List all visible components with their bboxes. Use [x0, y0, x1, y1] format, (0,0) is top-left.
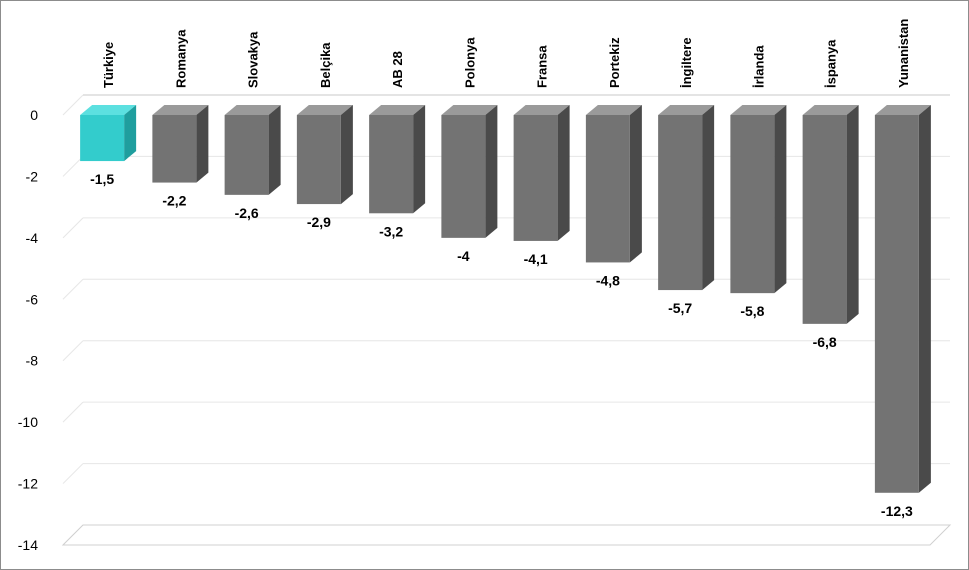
gridline-side	[62, 94, 84, 116]
data-label: -4,1	[524, 251, 548, 267]
gridline-side	[62, 217, 84, 239]
bar	[802, 115, 847, 324]
category-label: AB 28	[390, 51, 405, 88]
bar-top-face	[658, 105, 715, 115]
bar-side-face	[918, 105, 931, 493]
gridline-side	[62, 156, 84, 177]
y-tick-label: -10	[18, 414, 38, 430]
bar-top-face	[585, 105, 642, 115]
chart-floor	[61, 524, 952, 546]
bar-top-face	[369, 105, 426, 115]
data-label: -12,3	[881, 503, 913, 519]
bar	[224, 115, 269, 195]
gridline-side	[62, 278, 84, 300]
y-tick-label: -12	[18, 476, 38, 492]
bar-top-face	[80, 105, 137, 115]
bar	[441, 115, 486, 238]
y-tick-label: 0	[30, 107, 38, 123]
category-label: İrlanda	[751, 45, 766, 88]
category-label: İspanya	[824, 39, 839, 88]
gridline-side	[62, 340, 84, 362]
bar-top-face	[296, 105, 353, 115]
data-label: -5,8	[740, 303, 764, 319]
data-label: -1,5	[90, 171, 114, 187]
bar-side-face	[557, 105, 570, 241]
bar-top-face	[874, 105, 931, 115]
category-label: Fransa	[535, 45, 550, 88]
category-label: Yunanistan	[896, 19, 911, 88]
y-tick-label: -8	[26, 353, 39, 369]
bar-top-face	[730, 105, 787, 115]
bar-side-face	[268, 105, 281, 195]
bar-side-face	[124, 105, 137, 162]
bar-side-face	[485, 105, 498, 238]
bar	[585, 115, 630, 263]
data-label: -4	[457, 248, 470, 264]
bar-side-face	[196, 105, 209, 183]
category-label: Belçika	[318, 42, 333, 88]
data-label: -2,9	[307, 214, 331, 230]
category-label: Portekiz	[607, 37, 622, 88]
bar	[874, 115, 919, 493]
data-label: -3,2	[379, 223, 403, 239]
bar	[513, 115, 558, 241]
category-label: Slovakya	[246, 31, 261, 88]
gridline-side	[62, 401, 84, 423]
y-tick-label: -4	[26, 230, 39, 246]
category-label: Polonya	[462, 37, 477, 88]
data-label: -2,2	[162, 193, 186, 209]
bar-top-face	[513, 105, 570, 115]
bar	[658, 115, 703, 291]
bar-side-face	[629, 105, 642, 263]
bar-top-face	[224, 105, 281, 115]
bar	[80, 115, 125, 162]
y-tick-label: -14	[18, 537, 38, 553]
bar-top-face	[152, 105, 209, 115]
data-label: -6,8	[813, 334, 837, 350]
bar	[369, 115, 414, 214]
data-label: -5,7	[668, 300, 692, 316]
data-label: -2,6	[235, 205, 259, 221]
gridline-side	[62, 463, 84, 484]
category-label: İngiltere	[679, 37, 694, 88]
y-tick-label: -2	[26, 168, 39, 184]
category-label: Romanya	[173, 29, 188, 88]
data-label: -4,8	[596, 272, 620, 288]
bar	[730, 115, 775, 294]
bar-side-face	[340, 105, 353, 205]
bar	[152, 115, 197, 183]
bar-top-face	[802, 105, 859, 115]
bar-side-face	[846, 105, 859, 324]
bar-side-face	[774, 105, 787, 294]
bar	[296, 115, 341, 205]
category-label: Türkiye	[101, 42, 116, 88]
bar-side-face	[413, 105, 426, 214]
y-tick-label: -6	[26, 291, 39, 307]
bar-top-face	[441, 105, 498, 115]
bar-side-face	[702, 105, 715, 291]
